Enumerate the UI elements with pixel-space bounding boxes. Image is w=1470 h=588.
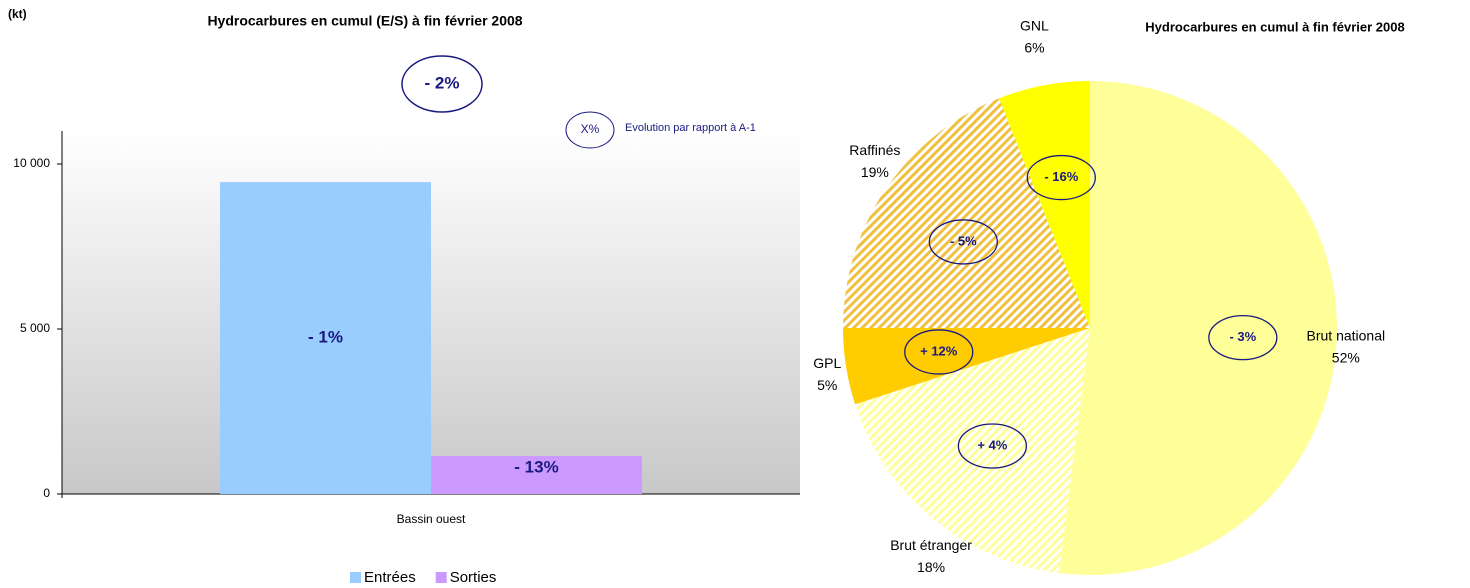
chart-title: Hydrocarbures en cumul à fin février 200… [1145, 19, 1404, 34]
slice-value: 52% [1332, 349, 1360, 365]
slice-label: Brut national [1307, 327, 1386, 343]
change-label: + 12% [920, 343, 958, 358]
legend-swatch [435, 572, 447, 583]
pie-slice [1059, 81, 1337, 575]
slice-label: GPL [813, 355, 841, 371]
pie-slice [999, 81, 1090, 328]
pie-slice [855, 328, 1090, 574]
key-bubble [565, 111, 615, 149]
total-change: - 2% [425, 73, 460, 92]
key-text: Evolution par rapport à A-1 [625, 122, 756, 134]
change-label: - 5% [950, 233, 977, 248]
change-bubble [904, 329, 974, 375]
y-tick-label: 10 000 [13, 156, 50, 170]
slice-label: GNL [1020, 18, 1049, 34]
change-label: - 16% [1044, 169, 1078, 184]
slice-value: 19% [861, 164, 889, 180]
y-tick-label: 0 [43, 486, 50, 500]
pie-slice [843, 98, 1090, 328]
change-bubble [928, 219, 998, 265]
x-tick-label: Bassin ouest [397, 512, 466, 526]
y-unit: (kt) [8, 7, 27, 21]
legend-label: Sorties [450, 569, 497, 586]
slice-value: 6% [1024, 40, 1044, 56]
change-label: - 1% [308, 328, 343, 347]
slice-value: 5% [817, 377, 837, 393]
change-bubble [1208, 314, 1278, 361]
change-label: + 4% [977, 437, 1007, 452]
y-tick-label: 5 000 [20, 321, 50, 335]
slice-label: Raffinés [849, 142, 900, 158]
slice-value: 18% [917, 559, 945, 575]
legend-label: Entrées [364, 569, 416, 586]
change-label: - 3% [1229, 329, 1256, 344]
slice-label: Brut étranger [890, 537, 972, 553]
bar [220, 182, 431, 494]
bar [431, 456, 642, 494]
legend-swatch [350, 572, 361, 583]
pie-slice [843, 328, 1090, 405]
change-bubble [1026, 154, 1096, 201]
change-bubble [957, 423, 1028, 469]
change-bubble [401, 55, 483, 113]
chart-title: Hydrocarbures en cumul (E/S) à fin févri… [207, 13, 522, 29]
key-label: X% [581, 122, 600, 136]
change-label: - 13% [514, 458, 558, 477]
